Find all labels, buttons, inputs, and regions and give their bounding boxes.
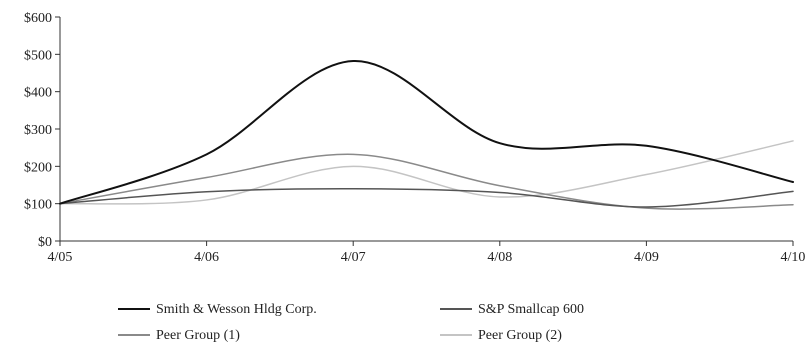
series-line-3 — [59, 140, 794, 205]
series-lines — [59, 60, 794, 210]
x-tick-labels: 4/05 4/06 4/07 4/08 4/09 4/10 — [48, 250, 806, 265]
legend-label-0: Smith & Wesson Hldg Corp. — [156, 302, 317, 317]
x-tick-label: 4/05 — [48, 250, 73, 265]
y-tick-label: $400 — [24, 86, 52, 101]
series-line-2 — [59, 153, 794, 210]
x-tick-label: 4/08 — [487, 250, 512, 265]
y-tick-labels: $0 $100 $200 $300 $400 $500 $600 — [24, 11, 52, 250]
x-tick-label: 4/06 — [194, 250, 219, 265]
y-tick-label: $300 — [24, 123, 52, 138]
y-tick-label: $500 — [24, 48, 52, 63]
y-tick-label: $100 — [24, 198, 52, 213]
legend: Smith & Wesson Hldg Corp. S&P Smallcap 60… — [118, 302, 584, 343]
series-line-0 — [59, 60, 794, 205]
legend-label-2: Peer Group (1) — [156, 328, 240, 343]
x-tick-label: 4/07 — [341, 250, 366, 265]
x-tick-label: 4/09 — [634, 250, 659, 265]
legend-label-1: S&P Smallcap 600 — [478, 302, 584, 317]
y-tick-label: $600 — [24, 11, 52, 26]
x-tick-label: 4/10 — [781, 250, 806, 265]
y-tick-label: $200 — [24, 160, 52, 175]
legend-label-3: Peer Group (2) — [478, 328, 562, 343]
y-tick-label: $0 — [38, 235, 52, 250]
series-line-1 — [59, 187, 794, 208]
axes — [55, 16, 794, 246]
